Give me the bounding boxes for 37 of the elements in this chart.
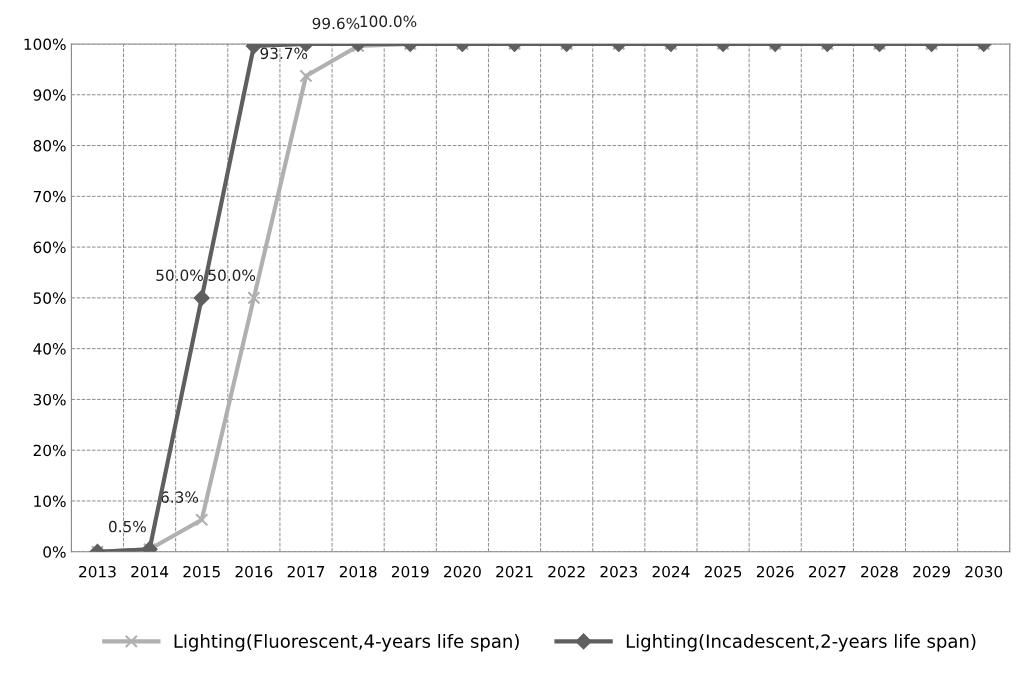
- x-tick-label: 2025: [704, 565, 742, 578]
- y-tick-label: 50%: [33, 292, 66, 304]
- y-tick-label: 20%: [33, 444, 66, 457]
- data-label: 0.5%: [108, 520, 146, 533]
- data-label: 93.7%: [260, 47, 308, 60]
- x-tick-label: 2028: [861, 565, 898, 578]
- x-tick-label: 2020: [444, 565, 481, 578]
- x-tick-label: 2019: [391, 565, 429, 578]
- y-tick-label: 60%: [33, 241, 66, 254]
- x-tick-label: 2023: [600, 565, 638, 578]
- legend-label: Lighting(Fluorescent,4-years life span): [174, 634, 519, 652]
- x-tick-label: 2022: [548, 565, 585, 578]
- x-tick-label: 2018: [339, 565, 377, 578]
- y-tick-label: 90%: [33, 89, 66, 101]
- x-tick-label: 2016: [235, 565, 273, 578]
- legend-label: Lighting(Incadescent,2-years life span): [626, 634, 976, 652]
- y-tick-label: 100%: [24, 38, 66, 51]
- data-label: 50.0%: [156, 269, 203, 282]
- y-tick-label: 10%: [34, 495, 66, 507]
- x-tick-label: 2014: [131, 565, 169, 578]
- x-tick-label: 2024: [652, 565, 690, 578]
- x-tick-label: 2026: [756, 565, 794, 578]
- data-label: 100.0%: [360, 15, 417, 28]
- x-tick-label: 2030: [965, 565, 1003, 578]
- data-label: 50.0%: [208, 269, 256, 282]
- y-tick-label: 40%: [33, 343, 66, 355]
- x-tick-label: 2013: [79, 565, 116, 578]
- y-tick-label: 70%: [33, 190, 66, 203]
- x-tick-label: 2027: [809, 565, 846, 578]
- y-tick-label: 0%: [43, 546, 66, 558]
- y-tick-label: 80%: [33, 140, 66, 152]
- x-tick-label: 2017: [287, 565, 325, 578]
- data-label: 99.6%: [312, 17, 360, 30]
- x-tick-label: 2029: [913, 565, 950, 578]
- x-tick-label: 2015: [183, 565, 220, 578]
- x-tick-label: 2021: [496, 565, 533, 578]
- y-tick-label: 30%: [33, 393, 66, 406]
